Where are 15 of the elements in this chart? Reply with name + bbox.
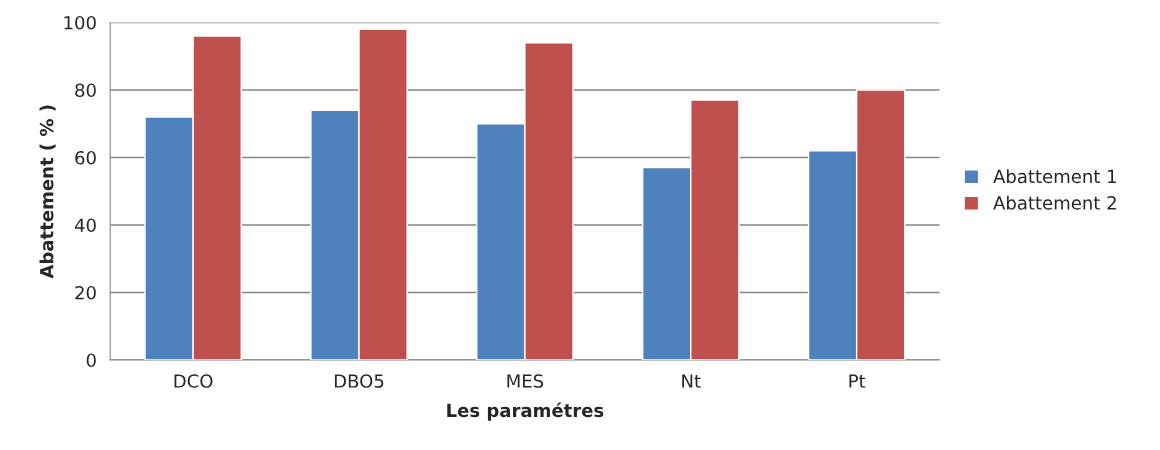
y-tick-label: 40 — [74, 218, 96, 233]
y-tick-label: 0 — [86, 353, 96, 368]
x-tick-label: DCO — [174, 374, 213, 388]
x-axis-title: Les paramétres — [447, 402, 604, 421]
legend-label: Abattement 1 — [993, 169, 1116, 184]
y-tick-label: 60 — [75, 150, 96, 165]
legend-label: Abattement 2 — [993, 195, 1116, 210]
y-axis-title: Abattement ( % ) — [39, 105, 56, 279]
y-tick-label: 80 — [75, 83, 96, 98]
x-tick-label: Pt — [849, 374, 866, 388]
y-tick-label: 20 — [75, 285, 96, 300]
x-tick-label: DBO5 — [334, 374, 384, 388]
x-tick-label: MES — [507, 374, 544, 388]
y-tick-label: 100 — [64, 15, 96, 30]
x-tick-label: Nt — [682, 374, 701, 388]
